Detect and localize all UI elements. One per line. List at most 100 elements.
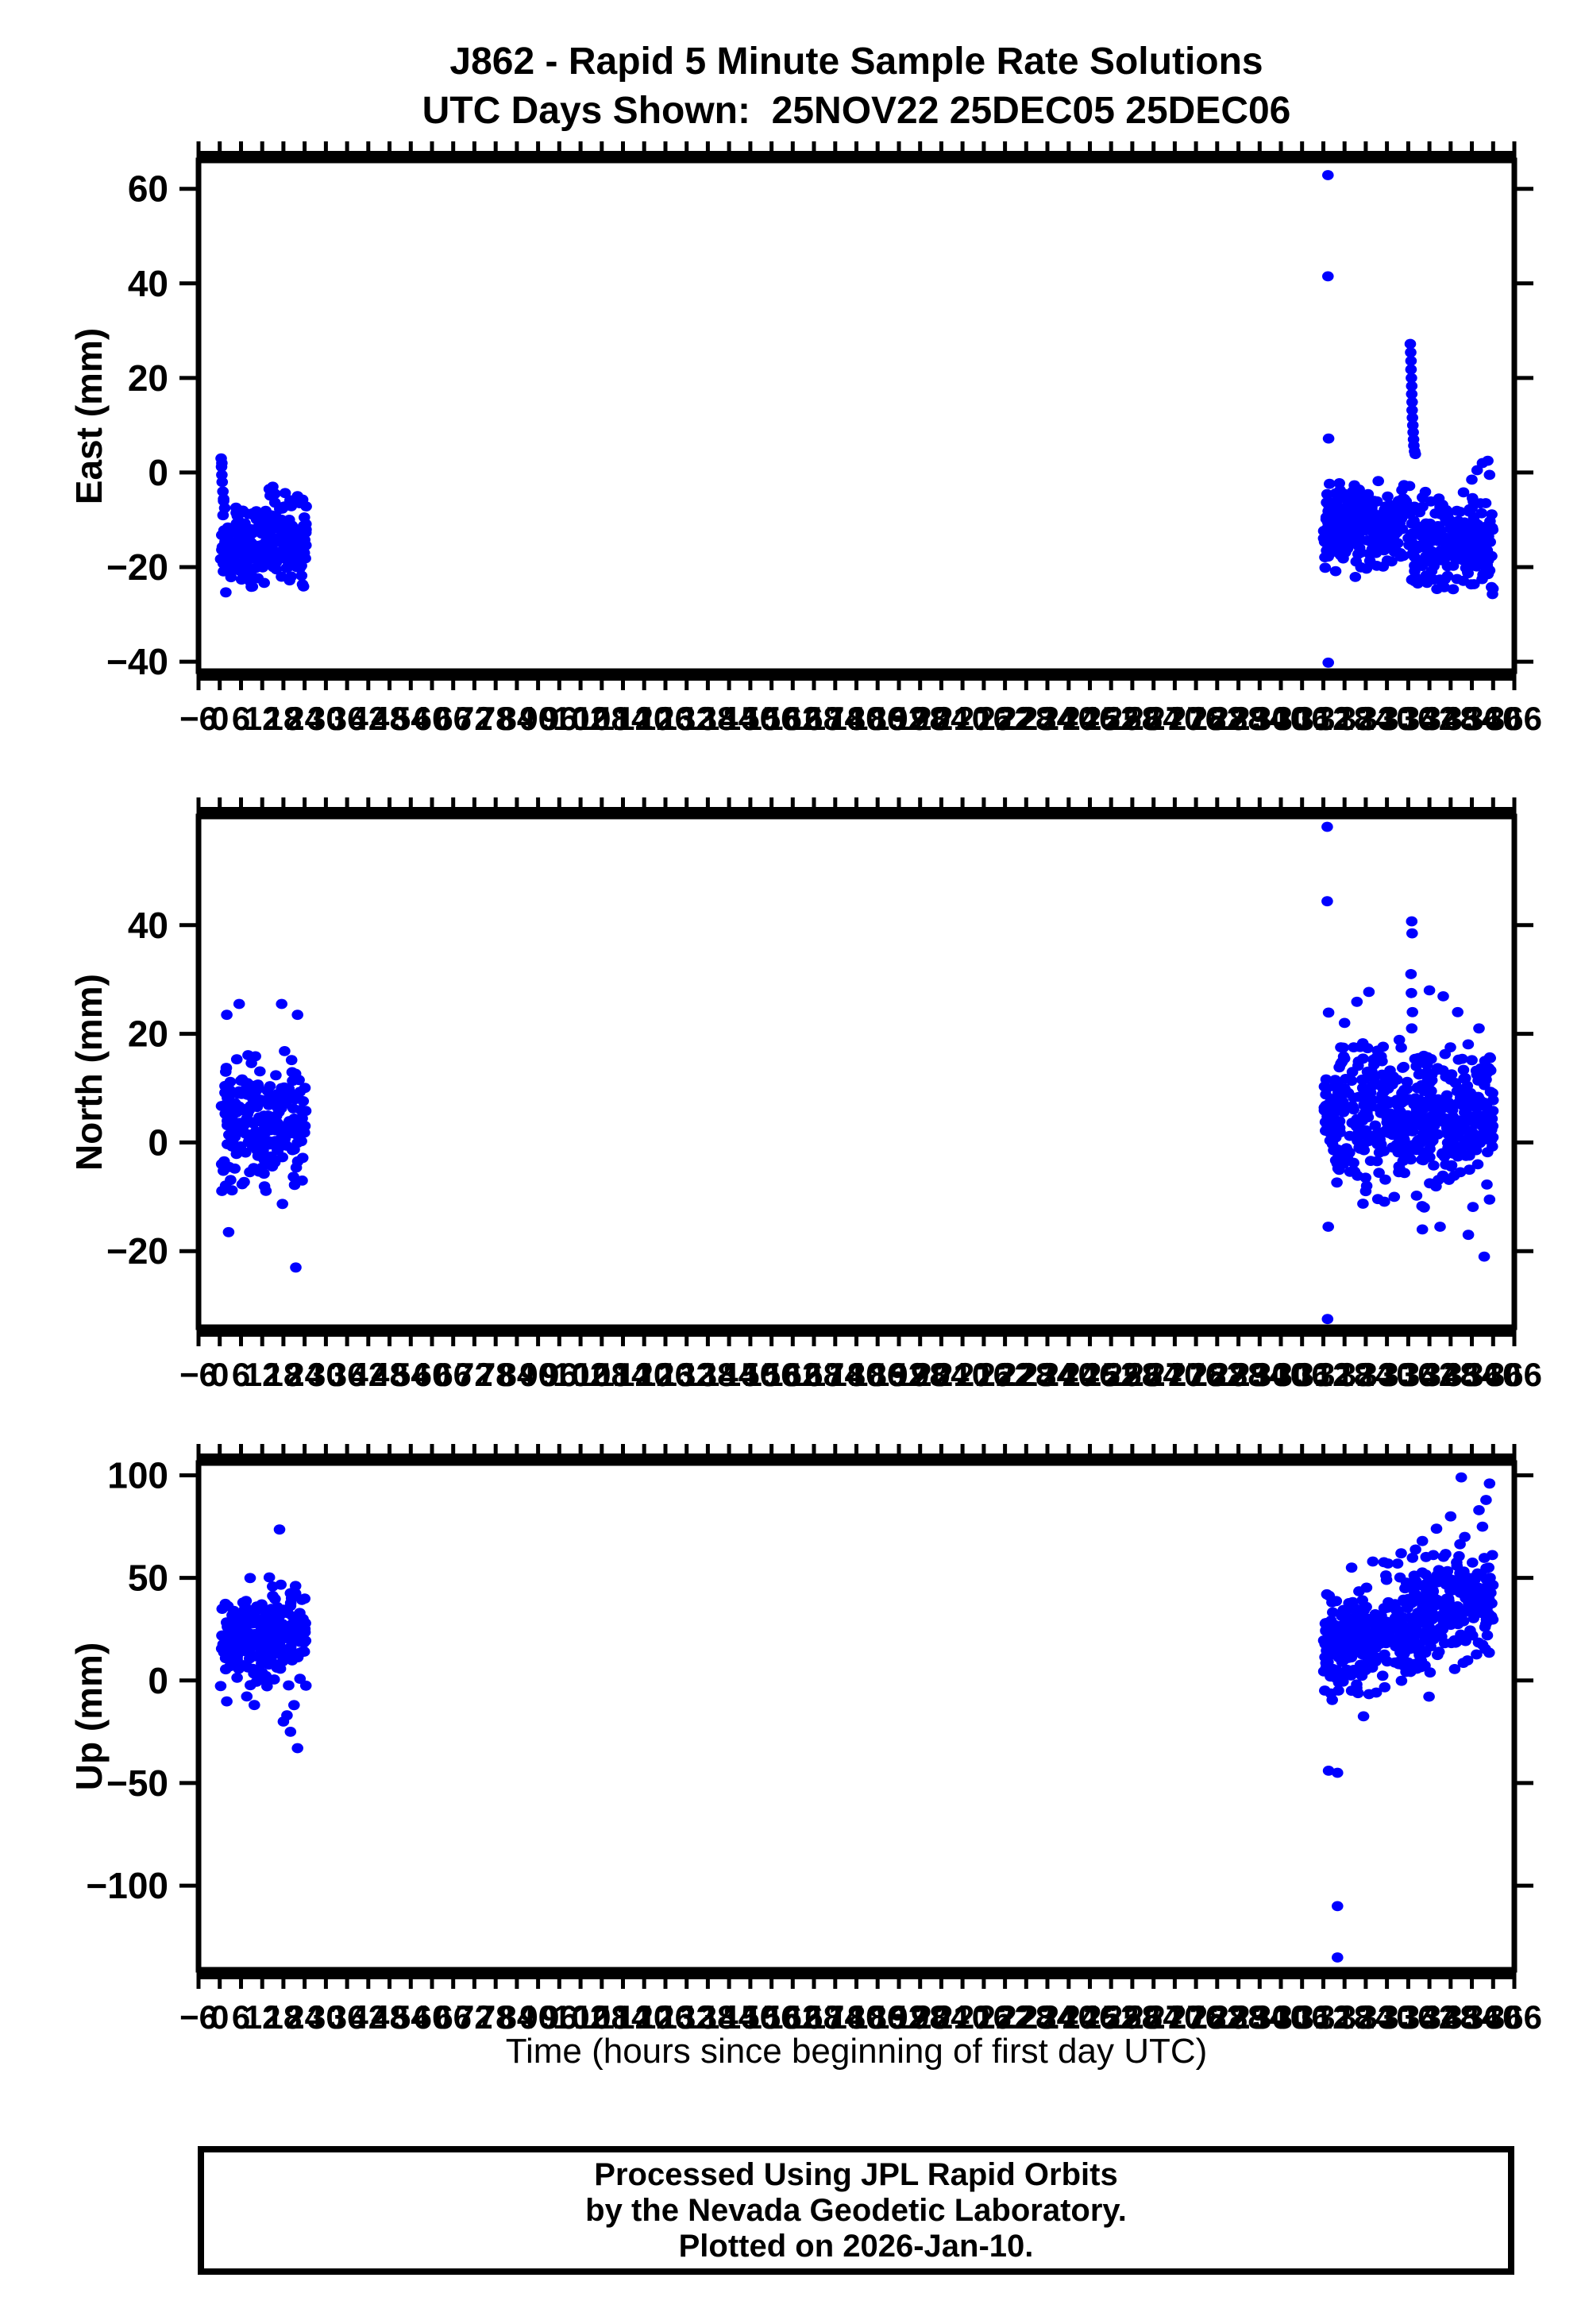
data-point	[1406, 412, 1418, 423]
data-point	[1371, 496, 1383, 507]
data-point	[1371, 1625, 1383, 1636]
data-point	[241, 1691, 253, 1702]
up-points	[214, 1472, 1499, 1963]
data-point	[1417, 1155, 1429, 1166]
data-point	[1379, 1196, 1390, 1207]
data-point	[277, 1083, 290, 1093]
svg-text:222: 222	[978, 1356, 1033, 1393]
svg-text:66: 66	[434, 1356, 472, 1393]
data-point	[1462, 567, 1474, 577]
data-point	[251, 1102, 264, 1113]
data-point	[1449, 1637, 1462, 1648]
data-point	[216, 1186, 228, 1196]
svg-text:168: 168	[786, 700, 842, 737]
data-point	[294, 1636, 307, 1647]
svg-text:234: 234	[1020, 1356, 1076, 1393]
data-point	[1406, 1552, 1419, 1563]
data-point	[256, 1667, 268, 1678]
svg-text:348: 348	[1423, 1356, 1479, 1393]
data-point	[1467, 1128, 1479, 1139]
svg-text:324: 324	[1338, 700, 1394, 737]
data-point	[230, 1148, 243, 1160]
svg-text:12: 12	[244, 700, 281, 737]
svg-text:192: 192	[871, 700, 927, 737]
data-point	[275, 1635, 287, 1646]
data-point	[1408, 1612, 1421, 1623]
svg-text:300: 300	[1253, 1998, 1309, 2036]
data-point	[287, 1587, 299, 1597]
data-point	[1358, 1084, 1370, 1094]
data-point	[1479, 498, 1492, 508]
data-point	[256, 542, 268, 554]
data-point	[1395, 1145, 1407, 1156]
data-point	[1371, 1129, 1383, 1140]
data-point	[1394, 1572, 1406, 1583]
data-point	[1406, 928, 1418, 939]
data-point	[236, 1179, 249, 1190]
data-point	[1382, 1602, 1394, 1613]
data-point	[290, 1262, 302, 1273]
data-point	[275, 1579, 287, 1590]
data-point	[1348, 503, 1360, 514]
data-point	[1356, 1670, 1368, 1681]
data-point	[1356, 1649, 1368, 1660]
svg-text:150: 150	[723, 1356, 778, 1393]
data-point	[1340, 546, 1352, 558]
data-point	[1410, 1630, 1421, 1640]
data-point	[1484, 1573, 1496, 1583]
data-point	[258, 1168, 270, 1179]
data-point	[1476, 1521, 1489, 1532]
svg-text:144: 144	[701, 1998, 758, 2036]
data-point	[284, 1597, 297, 1608]
data-point	[1432, 1595, 1444, 1605]
data-point	[1482, 1596, 1494, 1606]
data-point	[1406, 405, 1418, 415]
svg-text:216: 216	[956, 1356, 1012, 1393]
data-point	[1440, 1549, 1452, 1559]
data-point	[1345, 1562, 1358, 1573]
svg-text:12: 12	[244, 1998, 281, 2036]
data-point	[1321, 821, 1333, 832]
svg-text:312: 312	[1295, 1356, 1351, 1393]
data-point	[1409, 501, 1421, 512]
data-point	[1423, 1075, 1435, 1086]
data-point	[1363, 986, 1375, 998]
data-point	[1359, 1129, 1371, 1140]
svg-text:192: 192	[871, 1998, 927, 2036]
data-point	[260, 1186, 272, 1196]
svg-text:84: 84	[499, 1998, 536, 2036]
data-point	[220, 1063, 233, 1073]
svg-text:222: 222	[978, 1998, 1033, 2036]
data-point	[1444, 1613, 1456, 1624]
data-point	[1433, 521, 1445, 532]
data-point	[1475, 523, 1487, 534]
svg-text:30: 30	[307, 1356, 345, 1393]
svg-text:18: 18	[265, 700, 303, 737]
data-point	[271, 1145, 283, 1155]
data-point	[1412, 1658, 1425, 1668]
data-point	[230, 542, 242, 554]
data-point	[1464, 1164, 1475, 1176]
data-point	[1474, 1137, 1487, 1148]
data-point	[1347, 1632, 1359, 1643]
data-point	[1410, 1191, 1423, 1201]
data-point	[268, 488, 281, 500]
data-point	[295, 570, 308, 581]
data-point	[1333, 1062, 1345, 1073]
data-point	[1372, 510, 1385, 521]
data-point	[1482, 455, 1494, 466]
data-point	[1345, 514, 1357, 524]
data-point	[1421, 1083, 1433, 1094]
data-point	[1455, 1629, 1467, 1640]
data-point	[1451, 1561, 1464, 1571]
svg-text:18: 18	[265, 1998, 303, 2036]
data-point	[1322, 551, 1334, 562]
svg-text:270: 270	[1147, 1356, 1202, 1393]
data-point	[266, 1657, 278, 1668]
svg-text:54: 54	[392, 1998, 430, 2036]
svg-text:348: 348	[1423, 700, 1479, 737]
data-point	[1487, 1121, 1499, 1132]
data-point	[1397, 1063, 1409, 1073]
data-point	[296, 579, 309, 590]
